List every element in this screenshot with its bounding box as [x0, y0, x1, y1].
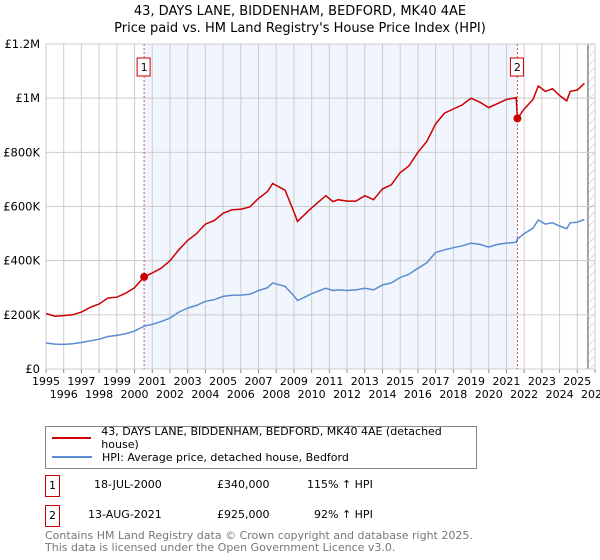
footer: Contains HM Land Registry data © Crown c…	[45, 530, 473, 554]
x-tick-label: 2007	[245, 375, 273, 388]
y-tick-label: £400K	[3, 254, 40, 268]
x-tick-label: 2012	[333, 388, 361, 401]
sale-point	[513, 114, 522, 123]
sale-label: 1	[141, 61, 148, 74]
footer-line: Contains HM Land Registry data © Crown c…	[45, 529, 473, 542]
x-tick-label: 2017	[422, 375, 450, 388]
x-tick-label: 1996	[50, 388, 78, 401]
x-tick-label: 1995	[32, 375, 60, 388]
sale-label: 2	[514, 61, 521, 74]
legend-label: 43, DAYS LANE, BIDDENHAM, BEDFORD, MK40 …	[101, 425, 442, 451]
x-tick-label: 2026	[581, 388, 600, 401]
legend-swatch-red	[52, 437, 92, 439]
x-tick-label: 2002	[156, 388, 184, 401]
x-tick-label: 2021	[492, 375, 520, 388]
x-tick-label: 1999	[103, 375, 131, 388]
sale-date: 13-AUG-2021	[88, 508, 162, 521]
sale-date: 18-JUL-2000	[94, 478, 162, 491]
x-tick-label: 1998	[85, 388, 113, 401]
x-tick-label: 2025	[563, 375, 591, 388]
legend: 43, DAYS LANE, BIDDENHAM, BEDFORD, MK40 …	[45, 425, 477, 469]
y-tick-label: £1.2M	[4, 37, 40, 51]
sale-label-box	[509, 57, 524, 77]
sale-hpi-change: 92% ↑ HPI	[314, 508, 373, 521]
x-tick-label: 2011	[315, 375, 343, 388]
x-tick-label: 2013	[351, 375, 379, 388]
sale-row: 1 18-JUL-2000 £340,000 115% ↑ HPI	[45, 475, 465, 497]
x-tick-label: 2000	[121, 388, 149, 401]
x-tick-label: 2019	[457, 375, 485, 388]
x-tick-label: 2005	[209, 375, 237, 388]
legend-item-property: 43, DAYS LANE, BIDDENHAM, BEDFORD, MK40 …	[52, 425, 476, 451]
x-tick-label: 2020	[475, 388, 503, 401]
x-tick-label: 1997	[67, 375, 95, 388]
sale-label-box	[136, 57, 151, 77]
price-chart: 1995199619971998199920002001200220032004…	[3, 37, 600, 401]
x-tick-label: 2006	[227, 388, 255, 401]
sale-hpi-change: 115% ↑ HPI	[307, 478, 373, 491]
legend-item-hpi: HPI: Average price, detached house, Bedf…	[52, 449, 349, 465]
x-tick-label: 2016	[404, 388, 432, 401]
chart-subtitle: Price paid vs. HM Land Registry's House …	[114, 21, 486, 36]
x-tick-label: 2015	[386, 375, 414, 388]
chart-title: 43, DAYS LANE, BIDDENHAM, BEDFORD, MK40 …	[133, 4, 467, 19]
sale-marker-badge: 1	[45, 475, 60, 497]
hpi-line	[45, 218, 585, 346]
legend-label: HPI: Average price, detached house, Bedf…	[102, 450, 349, 464]
x-tick-label: 2014	[368, 388, 396, 401]
x-tick-label: 2004	[191, 388, 219, 401]
x-tick-label: 2024	[546, 388, 574, 401]
x-tick-label: 2008	[262, 388, 290, 401]
x-tick-label: 2022	[510, 388, 538, 401]
x-tick-label: 2010	[298, 388, 326, 401]
y-tick-label: £1M	[15, 91, 40, 105]
x-tick-label: 2001	[138, 375, 166, 388]
x-tick-label: 2023	[528, 375, 556, 388]
x-tick-label: 2009	[280, 375, 308, 388]
footer-line: This data is licensed under the Open Gov…	[45, 541, 396, 554]
sale-marker-badge: 2	[45, 505, 60, 527]
x-tick-label: 2003	[174, 375, 202, 388]
sale-point	[140, 272, 149, 281]
sale-price: £925,000	[217, 508, 270, 521]
y-tick-label: £0	[25, 362, 40, 376]
y-tick-label: £200K	[3, 308, 40, 322]
sale-row: 2 13-AUG-2021 £925,000 92% ↑ HPI	[45, 505, 465, 527]
legend-swatch-blue	[52, 456, 92, 458]
plot-frame	[45, 43, 596, 370]
y-tick-label: £600K	[3, 200, 40, 214]
x-tick-label: 2018	[439, 388, 467, 401]
y-tick-label: £800K	[3, 145, 40, 159]
sale-price: £340,000	[217, 478, 270, 491]
